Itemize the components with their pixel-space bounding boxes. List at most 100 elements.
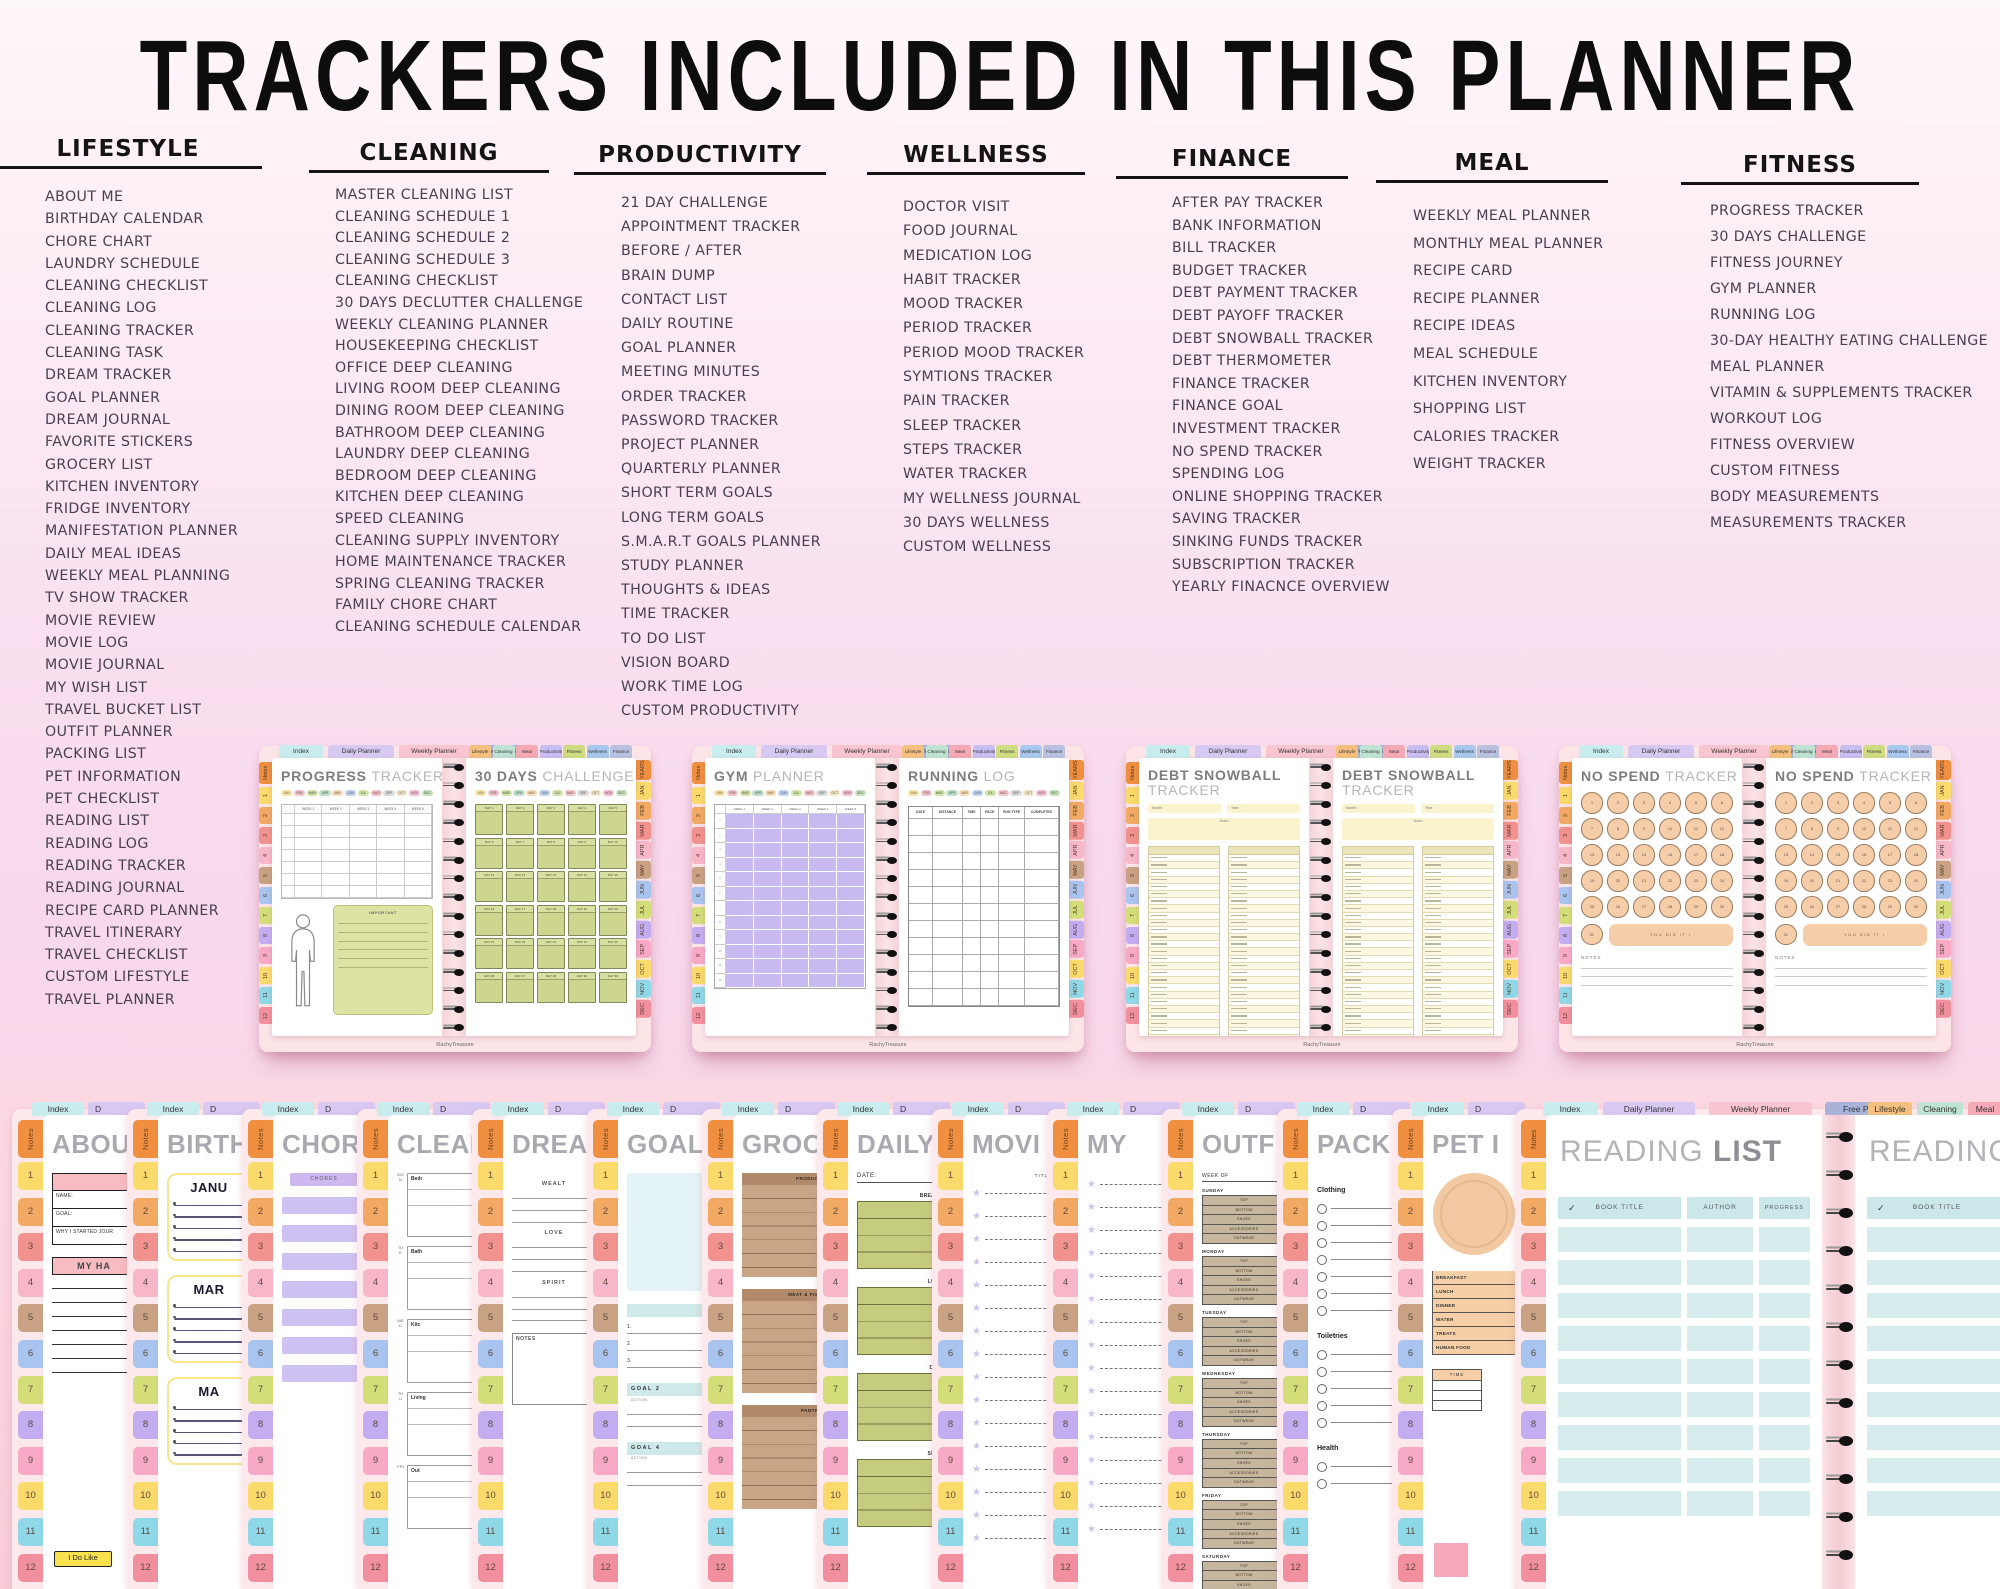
tracker-item: TRAVEL PLANNER <box>45 991 175 1008</box>
table-cell <box>322 826 350 837</box>
category-tab-fitness: Fitness <box>563 745 585 758</box>
important-note-box: IMPORTANT <box>333 905 433 1015</box>
month-pill-jun: JUN <box>344 790 357 796</box>
star-icon: ★ <box>1087 1454 1096 1466</box>
week-header: WEEK 1 <box>726 805 754 814</box>
debt-table-row <box>1343 1028 1413 1035</box>
table-cell <box>1558 1260 1682 1285</box>
category-tab-fitness: Fitness <box>996 745 1018 758</box>
debt-table-row <box>1149 991 1219 999</box>
grid-cell <box>781 828 810 843</box>
debt-table-row <box>1343 876 1413 884</box>
tracker-item: SLEEP TRACKER <box>903 417 1022 434</box>
table-cell <box>909 904 934 920</box>
table-cell <box>1558 1227 1682 1252</box>
entry-line <box>1331 1276 1401 1277</box>
coil-dot <box>887 912 897 920</box>
section-label: Bath <box>411 1249 423 1255</box>
month-side-tab-sep: SEP <box>1936 940 1951 959</box>
writing-line <box>52 1372 136 1373</box>
coil-dot <box>454 856 464 864</box>
table-cell <box>1758 1293 1810 1318</box>
month-pill-mar: MAR <box>500 790 512 796</box>
month-box-mar: MAR <box>167 1274 251 1363</box>
side-tab-7: 7 <box>593 1375 618 1404</box>
star-row: ★ <box>972 1228 1056 1251</box>
tracker-item: PASSWORD TRACKER <box>621 412 779 429</box>
tracker-item: MOVIE JOURNAL <box>45 657 165 674</box>
month-side-tab-feb: FEB <box>636 801 651 820</box>
month-pill-may: MAY <box>332 790 344 796</box>
side-tab-4: 4 <box>1398 1268 1423 1297</box>
column-header-completed: COMPLETED <box>1025 807 1060 818</box>
table-cell <box>1025 887 1060 903</box>
star-icon: ★ <box>1087 1523 1096 1535</box>
month-side-tab-mar: MAR <box>1503 821 1518 840</box>
table-cell <box>350 814 378 825</box>
tracker-item: WEIGHT TRACKER <box>1413 456 1547 473</box>
entry-line <box>1331 1293 1401 1294</box>
side-tab-12: 12 <box>478 1553 503 1582</box>
grid-cell <box>781 959 810 974</box>
column-list-wellness: DOCTOR VISIT FOOD JOURNAL MEDICATION LOG HA… <box>903 195 1084 559</box>
coil-wire <box>443 803 457 805</box>
entry-line <box>1331 1388 1401 1389</box>
bottom-card-drea: Index D Notes 1 2 3 4 5 6 7 8 9 10 11 12 DREA WEALT LOVE S… <box>468 1102 605 1589</box>
section-label: Out <box>411 1468 420 1474</box>
category-tab-wellness: Wellness <box>1019 745 1042 758</box>
coil-wire <box>876 877 890 880</box>
grocery-section-produce: PRODUCE <box>742 1173 826 1277</box>
debt-table-row <box>1149 855 1219 863</box>
table-cell <box>999 921 1025 937</box>
section-label: Health <box>1317 1445 1339 1452</box>
title-column-header: TITLE <box>1034 1173 1052 1178</box>
table-cell <box>981 904 1000 920</box>
grid-cell <box>837 915 865 930</box>
coil <box>1743 892 1765 901</box>
tracker-item: TRAVEL ITINERARY <box>45 924 183 941</box>
coil-wire <box>443 821 457 824</box>
grid-cell <box>726 886 754 901</box>
coil-wire <box>876 989 890 992</box>
page-progress-left: PROGRESS TRACKER JAN FEB MAR APR MAY JUN JUL AUG… <box>272 758 442 1036</box>
coil <box>876 967 898 976</box>
grid-cell <box>753 814 782 829</box>
day-label: DAY 26 <box>476 972 503 980</box>
day-label: DAY 5 <box>599 805 626 812</box>
tracker-item: CLEAN­ING CHECKLIST <box>335 273 499 290</box>
coil-wire <box>876 933 890 936</box>
progress-bottom: IMPORTANT <box>281 905 433 1015</box>
weeks-table: WEEK 1 WEEK 2 WEEK 3 WEEK 4 WEEK 5 <box>281 804 433 899</box>
tracker-item: YEARLY FINACNCE OVERVIEW <box>1172 579 1390 596</box>
month-side-tab-apr: APR <box>636 841 651 860</box>
page-title-light: TRACKER <box>1342 782 1415 798</box>
checkbox-circle <box>1317 1203 1327 1214</box>
debt-table-row <box>1343 962 1413 970</box>
coil-wire <box>443 896 457 899</box>
coil-dot <box>454 1005 464 1013</box>
category-tab-cleaning: Cleaning <box>1792 745 1815 758</box>
table-cell <box>322 838 350 849</box>
top-tab-daily-planner: Daily Planner <box>1603 1102 1695 1116</box>
debt-table-row <box>1229 869 1299 877</box>
coil-wire <box>1310 840 1324 843</box>
debt-table-row <box>1343 869 1413 877</box>
page-gym-left: GYM PLANNER JAN FEB MAR APR MAY JUN JUL AUG SEP OC… <box>705 758 875 1036</box>
day-cell: DAY 10 <box>598 837 627 869</box>
column-header-productivity: PRODUCTIVITY <box>598 142 802 168</box>
row-stub <box>282 862 295 873</box>
bottom-card-outf: Index D Notes 1 2 3 4 5 6 7 8 9 10 11 12 OUTF WEEK OF SUN… <box>1158 1102 1295 1589</box>
debt-table-row <box>1149 1013 1219 1021</box>
notes-tab: Notes <box>1521 1120 1546 1158</box>
tracker-item: CLEANING SUPPLY INVENTORY <box>335 532 560 549</box>
side-tab-10: 10 <box>133 1482 158 1511</box>
star-icon: ★ <box>972 1348 981 1360</box>
star-icon: ★ <box>1087 1270 1096 1282</box>
checklist-item <box>1317 1475 1401 1492</box>
table-row <box>1867 1491 2000 1516</box>
table-row <box>1867 1260 2000 1285</box>
day-cell: DAY 24 <box>567 938 597 969</box>
tracker-item: PERIOD MOOD TRACKER <box>903 344 1085 361</box>
tracker-item: CLEANING SCHEDULE 2 <box>335 230 511 247</box>
